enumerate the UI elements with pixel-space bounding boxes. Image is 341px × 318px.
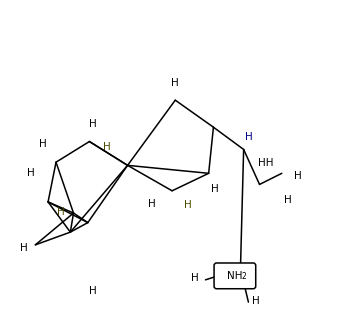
Text: H: H <box>191 273 199 283</box>
Text: H: H <box>40 139 47 149</box>
Text: H: H <box>57 207 65 218</box>
Text: H: H <box>252 295 260 306</box>
Text: NH: NH <box>227 271 243 281</box>
Text: H: H <box>27 168 34 178</box>
Text: H: H <box>20 243 28 253</box>
Text: H: H <box>211 184 219 194</box>
Text: H: H <box>89 286 97 296</box>
Text: H: H <box>148 199 155 210</box>
Text: HH: HH <box>258 158 273 168</box>
Text: H: H <box>172 78 179 88</box>
Text: H: H <box>89 119 97 129</box>
Text: 2: 2 <box>241 272 246 281</box>
FancyBboxPatch shape <box>214 263 256 289</box>
Text: H: H <box>284 195 292 205</box>
Text: H: H <box>103 142 111 152</box>
Text: H: H <box>244 132 252 142</box>
Text: H: H <box>184 200 192 210</box>
Text: H: H <box>294 171 301 182</box>
